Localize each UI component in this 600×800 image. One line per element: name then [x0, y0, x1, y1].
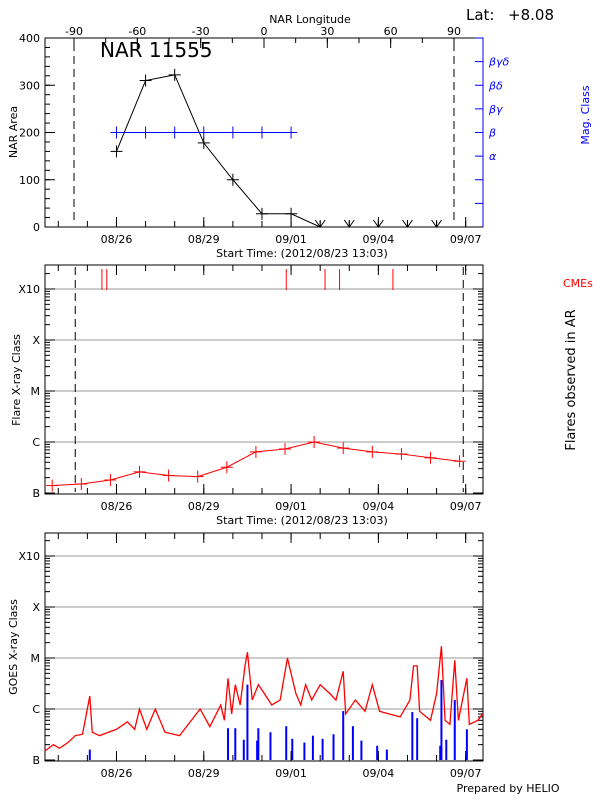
x-tick-label: 08/29	[188, 233, 220, 246]
y-tick-label: M	[31, 385, 41, 398]
x-tick-label: 08/29	[188, 767, 220, 780]
plot-frame	[44, 264, 484, 495]
x-tick-label: 09/04	[363, 233, 395, 246]
y-tick-label: 400	[19, 32, 40, 45]
y-tick-label: X	[32, 334, 40, 347]
panel2-ylabel: Flare X-ray Class	[10, 334, 23, 426]
goes-event-bar	[376, 745, 379, 760]
goes-event-bar	[88, 749, 91, 760]
x-tick-label: 08/26	[101, 767, 133, 780]
goes-event-bar	[360, 740, 363, 760]
goes-event-bar	[321, 738, 324, 760]
cmes-label: CMEs	[563, 277, 593, 290]
y-tick-label: M	[31, 652, 41, 665]
y-tick-label: 100	[19, 174, 40, 187]
goes-event-bar	[291, 738, 294, 760]
panel2-xlabel: Start Time: (2012/08/23 13:03)	[216, 514, 388, 527]
goes-event-bar	[351, 726, 354, 760]
goes-event-bar	[445, 739, 448, 760]
goes-event-bar	[440, 680, 443, 760]
mag-class-tick-label: α	[489, 150, 497, 163]
goes-event-bar	[256, 740, 259, 760]
mag-class-tick-label: β	[488, 127, 496, 140]
goes-event-bar	[385, 749, 388, 760]
goes-event-bar	[453, 700, 456, 760]
x-tick-label: 08/26	[101, 500, 133, 513]
goes-event-bar	[257, 728, 260, 760]
goes-flux-line	[44, 646, 484, 752]
goes-event-bar	[269, 732, 272, 760]
panel1-y2label: Mag. Class	[579, 85, 592, 144]
lat-value: +8.08	[508, 6, 554, 24]
x-tick-label: 08/26	[101, 233, 133, 246]
goes-event-bar	[227, 728, 230, 760]
goes-event-bar	[411, 712, 414, 760]
y-tick-label: C	[32, 703, 40, 716]
longitude-tick-label: 60	[384, 25, 398, 38]
panel3-ylabel: GOES X-ray Class	[7, 599, 20, 695]
y-tick-label: C	[32, 436, 40, 449]
y-tick-label: B	[32, 487, 40, 500]
longitude-tick-label: -90	[65, 25, 83, 38]
x-tick-label: 08/29	[188, 500, 220, 513]
x-tick-label: 09/07	[450, 500, 482, 513]
goes-event-bar	[311, 735, 314, 760]
y-tick-label: 300	[19, 79, 40, 92]
longitude-tick-label: -60	[128, 25, 146, 38]
mag-class-tick-label: βγ	[488, 103, 503, 116]
y-tick-label: B	[32, 754, 40, 767]
x-tick-label: 09/04	[363, 767, 395, 780]
mag-class-tick-label: βδ	[488, 79, 503, 92]
panel-flare-class: B C M X X10 08/26 08/29 09/01 09/04 09/07	[18, 264, 484, 513]
credit-label: Prepared by HELIO	[457, 782, 560, 795]
y-tick-label: X10	[18, 550, 40, 563]
mag-class-tick-label: βγδ	[488, 56, 510, 69]
panel1-title: NAR 11555	[100, 38, 213, 62]
longitude-tick-label: 30	[320, 25, 334, 38]
panel2-y2label: Flares observed in AR	[564, 309, 579, 450]
y-tick-label: X10	[18, 283, 40, 296]
lat-label: Lat:	[466, 6, 494, 24]
panel1-top-axis-label: NAR Longitude	[269, 13, 351, 26]
goes-event-bar	[416, 718, 419, 760]
panel-nar-area: 0 100 200 300 400 αβ βγ βδ βγδ -90 -60 -30 0 30 60 90 08…	[19, 25, 510, 246]
panel1-ylabel: NAR Area	[7, 106, 20, 158]
y-tick-label: 200	[19, 127, 40, 140]
goes-event-bar	[465, 729, 468, 760]
x-tick-label: 09/01	[275, 767, 307, 780]
x-tick-label: 09/01	[275, 233, 307, 246]
goes-event-bar	[439, 745, 442, 760]
goes-event-bar	[342, 711, 345, 760]
nar-area-line	[116, 74, 437, 228]
panel-goes-xray: B C M X X10 08/26 08/29 09/01 09/04 09/07	[18, 532, 484, 780]
goes-event-bar	[234, 728, 237, 760]
x-tick-label: 09/07	[450, 767, 482, 780]
y-tick-label: X	[32, 601, 40, 614]
goes-event-bar	[246, 684, 249, 760]
panel1-xlabel: Start Time: (2012/08/23 13:03)	[216, 247, 388, 260]
longitude-tick-label: 0	[261, 25, 268, 38]
goes-event-bar	[303, 742, 306, 760]
y-tick-label: 0	[33, 221, 40, 234]
plot-frame	[44, 532, 484, 762]
longitude-tick-label: 90	[447, 25, 461, 38]
goes-event-bar	[332, 734, 335, 760]
goes-event-bar	[285, 726, 288, 760]
x-tick-label: 09/04	[363, 500, 395, 513]
x-tick-label: 09/01	[275, 500, 307, 513]
x-tick-label: 09/07	[450, 233, 482, 246]
goes-event-bar	[242, 739, 245, 760]
longitude-tick-label: -30	[192, 25, 210, 38]
